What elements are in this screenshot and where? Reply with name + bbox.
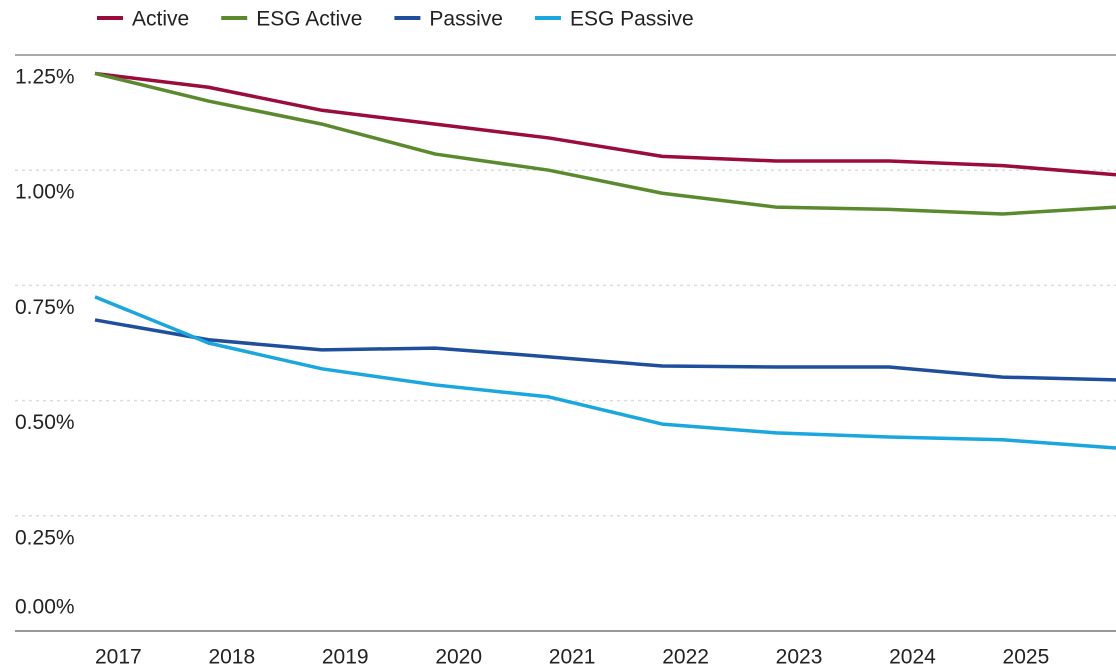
x-tick-label: 2019 (322, 646, 369, 669)
series-line (94, 71, 1116, 177)
legend-label: Passive (429, 8, 503, 31)
x-tick-label: 2024 (889, 646, 936, 669)
legend-label: ESG Active (256, 8, 362, 31)
legend-label: ESG Passive (570, 8, 694, 31)
y-tick-label: 1.00% (15, 181, 75, 204)
y-tick-label: 0.50% (15, 411, 75, 434)
x-tick-label: 2021 (549, 646, 596, 669)
x-tick-label: 2017 (95, 646, 142, 669)
series-line (94, 318, 1116, 382)
y-tick-label: 0.25% (15, 526, 75, 549)
x-tick-label: 2022 (662, 646, 709, 669)
y-tick-label: 0.75% (15, 296, 75, 319)
x-tick-label: 2018 (208, 646, 255, 669)
y-tick-label: 1.25% (15, 66, 75, 89)
x-tick-label: 2020 (435, 646, 482, 669)
x-tick-label: 2025 (1003, 646, 1050, 669)
series-line (94, 71, 1116, 216)
series-line (94, 295, 1116, 450)
legend-label: Active (132, 8, 189, 31)
x-tick-label: 2023 (776, 646, 823, 669)
y-tick-label: 0.00% (15, 596, 75, 619)
